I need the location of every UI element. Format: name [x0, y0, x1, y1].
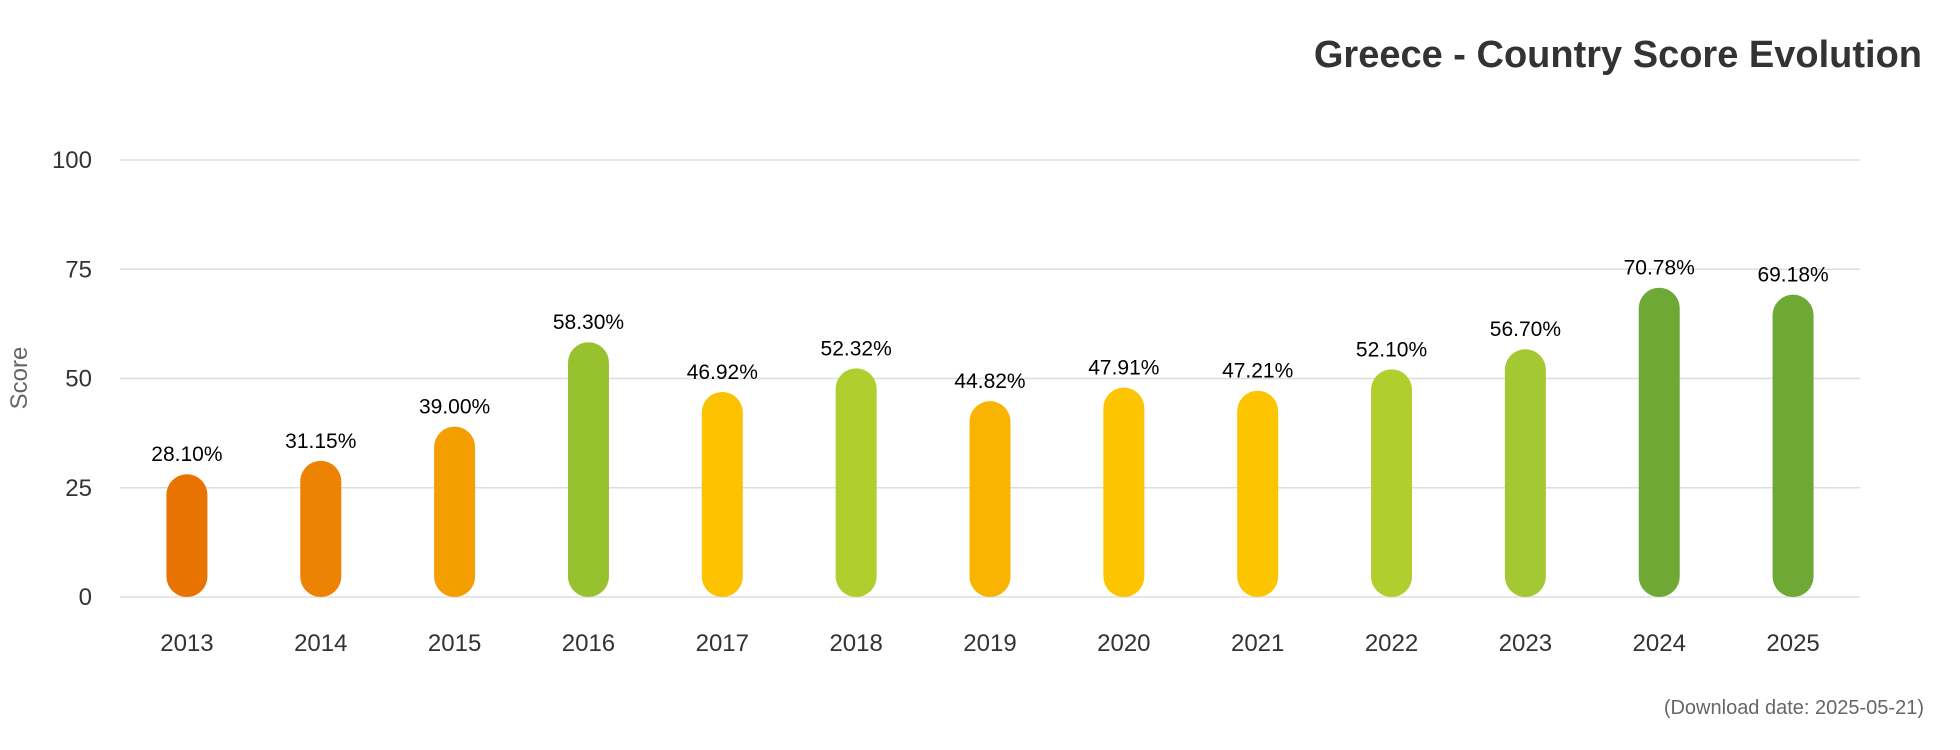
data-label-2014: 31.15% [285, 430, 356, 453]
y-tick-label: 100 [52, 147, 92, 174]
x-tick-label-2025: 2025 [1766, 630, 1819, 657]
bar-2019[interactable] [969, 401, 1011, 597]
data-label-2021: 47.21% [1222, 360, 1293, 383]
bar-2017[interactable] [701, 391, 743, 597]
x-tick-label-2023: 2023 [1499, 630, 1552, 657]
data-label-2017: 46.92% [687, 361, 758, 384]
bar-2013[interactable] [166, 474, 208, 597]
bar-2018[interactable] [835, 368, 877, 597]
bar-2023[interactable] [1504, 349, 1546, 597]
data-label-2019: 44.82% [954, 370, 1025, 393]
data-label-2018: 52.32% [821, 337, 892, 360]
bar-2024[interactable] [1638, 287, 1680, 597]
x-tick-label-2014: 2014 [294, 630, 347, 657]
y-axis-ticks: 0 25 50 75 100 [52, 147, 92, 611]
data-labels: 28.10% 31.15% 39.00% 58.30% 46.92% 52.32% 44.8… [151, 257, 1828, 467]
data-label-2016: 58.30% [553, 311, 624, 334]
bar-2025[interactable] [1772, 294, 1814, 597]
data-label-2023: 56.70% [1490, 318, 1561, 341]
x-tick-label-2021: 2021 [1231, 630, 1284, 657]
data-label-2022: 52.10% [1356, 338, 1427, 361]
data-label-2013: 28.10% [151, 443, 222, 466]
bar-2016[interactable] [567, 342, 609, 597]
bar-2015[interactable] [434, 426, 476, 597]
y-tick-label: 75 [65, 256, 92, 283]
bar-2022[interactable] [1371, 369, 1413, 597]
chart-title: Greece - Country Score Evolution [1313, 34, 1922, 76]
bar-2021[interactable] [1237, 390, 1279, 597]
x-tick-label-2016: 2016 [562, 630, 615, 657]
x-tick-label-2017: 2017 [696, 630, 749, 657]
x-tick-label-2013: 2013 [160, 630, 213, 657]
y-tick-label: 0 [79, 584, 92, 611]
x-tick-label-2020: 2020 [1097, 630, 1150, 657]
x-tick-label-2019: 2019 [963, 630, 1016, 657]
x-tick-label-2022: 2022 [1365, 630, 1418, 657]
bar-2014[interactable] [300, 460, 342, 597]
x-tick-label-2018: 2018 [829, 630, 882, 657]
x-axis-ticks: 2013 2014 2015 2016 2017 2018 2019 2020 2021 2022… [160, 630, 1820, 657]
y-axis-title: Score [6, 347, 33, 410]
y-tick-label: 25 [65, 475, 92, 502]
x-tick-label-2015: 2015 [428, 630, 481, 657]
bar-2020[interactable] [1103, 387, 1145, 597]
data-label-2015: 39.00% [419, 396, 490, 419]
download-date-note: (Download date: 2025-05-21) [1663, 697, 1924, 719]
data-label-2025: 69.18% [1757, 264, 1828, 287]
bars [166, 287, 1814, 597]
y-tick-label: 50 [65, 366, 92, 393]
data-label-2020: 47.91% [1088, 357, 1159, 380]
x-tick-label-2024: 2024 [1633, 630, 1686, 657]
data-label-2024: 70.78% [1624, 257, 1695, 280]
